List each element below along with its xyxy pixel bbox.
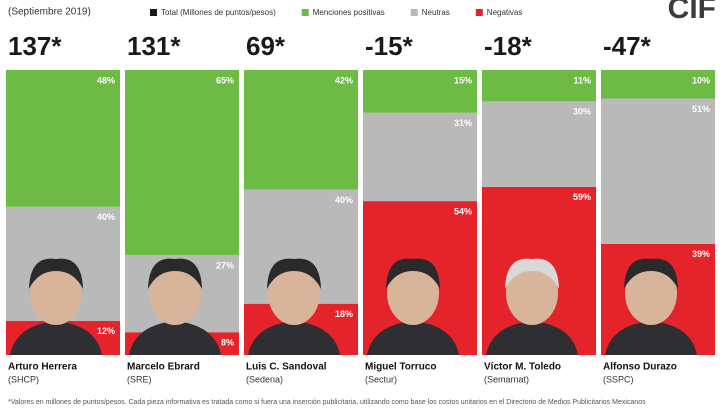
portrait-shoulders: [129, 321, 221, 355]
portrait-shoulders: [605, 321, 697, 355]
total-label: -15*: [365, 31, 414, 61]
subtitle: (Septiembre 2019): [8, 7, 91, 18]
portrait-hair: [29, 258, 83, 289]
portrait-head: [268, 261, 320, 325]
bar-segment: [125, 70, 239, 256]
bar-segment: [482, 70, 596, 102]
legend-label: Total (Millones de puntos/pesos): [161, 8, 276, 17]
legend-label: Neutras: [422, 8, 450, 17]
total-label: 131*: [127, 31, 181, 61]
segment-label: 30%: [573, 107, 591, 117]
segment-label: 40%: [97, 212, 115, 222]
portrait-head: [506, 261, 558, 325]
segment-label: 59%: [573, 192, 591, 202]
bar-segment: [244, 70, 358, 190]
portrait-shoulders: [10, 321, 102, 355]
segment-label: 39%: [692, 249, 710, 259]
bar-segment: [6, 70, 120, 207]
portrait-head: [149, 261, 201, 325]
segment-label: 40%: [335, 195, 353, 205]
total-label: 69*: [246, 31, 286, 61]
segment-label: 54%: [454, 206, 472, 216]
portrait-head: [30, 261, 82, 325]
bar-segment: [482, 101, 596, 187]
legend-swatch: [301, 9, 309, 16]
bar-segment: [363, 70, 477, 113]
segment-label: 65%: [216, 75, 234, 85]
segment-label: 12%: [97, 326, 115, 336]
logo: CIF: [668, 0, 716, 25]
portrait-head: [625, 261, 677, 325]
organization-label: (Semarnat): [484, 374, 529, 384]
legend-label: Menciones positivas: [313, 8, 385, 17]
category-label: Arturo Herrera: [8, 362, 77, 373]
total-label: -47*: [603, 31, 652, 61]
segment-label: 27%: [216, 261, 234, 271]
category-label: Miguel Torruco: [365, 362, 436, 373]
segment-label: 18%: [335, 309, 353, 319]
portrait-hair: [624, 258, 678, 289]
segment-label: 31%: [454, 118, 472, 128]
bar-segment: [363, 112, 477, 202]
legend-swatch: [475, 9, 483, 16]
organization-label: (SRE): [127, 374, 152, 384]
segment-label: 10%: [692, 75, 710, 85]
legend-label: Negativas: [487, 8, 523, 17]
legend-swatch: [150, 9, 157, 16]
organization-label: (SHCP): [8, 374, 39, 384]
total-label: -18*: [484, 31, 533, 61]
portrait-head: [387, 261, 439, 325]
segment-label: 15%: [454, 75, 472, 85]
portrait-shoulders: [486, 321, 578, 355]
category-label: Luis C. Sandoval: [246, 362, 327, 373]
portrait-hair: [386, 258, 440, 289]
portrait-shoulders: [248, 321, 340, 355]
segment-label: 51%: [692, 104, 710, 114]
category-label: Alfonso Durazo: [603, 362, 677, 373]
segment-label: 8%: [221, 338, 234, 348]
segment-label: 11%: [573, 75, 591, 85]
total-label: 137*: [8, 31, 62, 61]
portrait-shoulders: [367, 321, 459, 355]
legend-swatch: [410, 9, 418, 16]
portrait-hair: [505, 258, 559, 289]
segment-label: 48%: [97, 75, 115, 85]
portrait-hair: [267, 258, 321, 289]
bar-segment: [601, 70, 715, 99]
category-label: Víctor M. Toledo: [484, 362, 561, 373]
chart: (Septiembre 2019) CIF Total (Millones de…: [6, 0, 716, 384]
footnote: *Valores en millones de puntos/pesos. Ca…: [8, 399, 646, 406]
organization-label: (SSPC): [603, 374, 634, 384]
segment-label: 42%: [335, 75, 353, 85]
category-label: Marcelo Ebrard: [127, 362, 200, 373]
bar-segment: [601, 98, 715, 244]
portrait-hair: [148, 258, 202, 289]
organization-label: (Sectur): [365, 374, 397, 384]
organization-label: (Sedena): [246, 374, 283, 384]
